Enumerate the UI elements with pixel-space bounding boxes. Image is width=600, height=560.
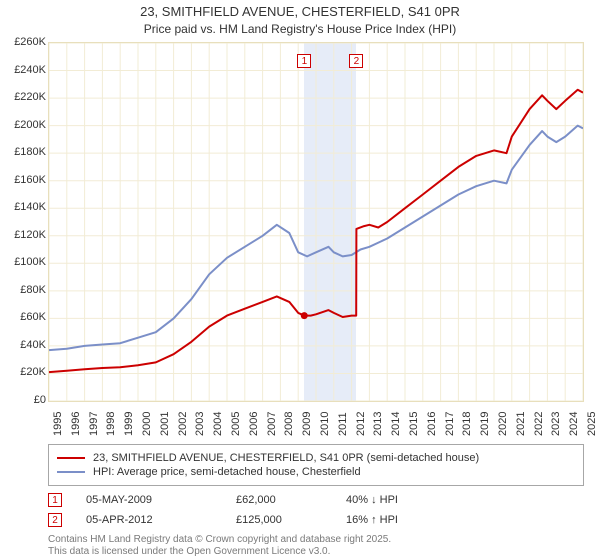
y-axis-tick: £180K: [14, 146, 46, 158]
x-axis-tick: 1997: [88, 412, 100, 436]
legend-swatch: [57, 457, 85, 459]
y-axis-tick: £260K: [14, 36, 46, 48]
x-axis-tick: 2007: [266, 412, 278, 436]
transaction-price: £125,000: [236, 514, 346, 526]
transaction-row: 1 05-MAY-2009£62,00040% ↓ HPI: [48, 490, 584, 510]
y-axis-tick: £120K: [14, 229, 46, 241]
x-axis-tick: 2005: [230, 412, 242, 436]
x-axis-tick: 2011: [337, 412, 349, 436]
x-axis-tick: 2022: [533, 412, 545, 436]
legend-item: 23, SMITHFIELD AVENUE, CHESTERFIELD, S41…: [57, 452, 575, 464]
x-axis-tick: 2003: [194, 412, 206, 436]
y-axis-tick: £20K: [20, 366, 46, 378]
y-axis-tick: £0: [34, 394, 46, 406]
data-credit: Contains HM Land Registry data © Crown c…: [48, 534, 391, 558]
transaction-date: 05-MAY-2009: [86, 494, 236, 506]
legend-item: HPI: Average price, semi-detached house,…: [57, 466, 575, 478]
x-axis-tick: 2016: [426, 412, 438, 436]
transaction-marker-1: 1: [297, 54, 311, 68]
x-axis-tick: 2024: [568, 412, 580, 436]
x-axis-tick: 2020: [497, 412, 509, 436]
x-axis-tick: 2019: [479, 412, 491, 436]
x-axis-tick: 2008: [283, 412, 295, 436]
transaction-row: 2 05-APR-2012£125,00016% ↑ HPI: [48, 510, 584, 530]
legend-label: HPI: Average price, semi-detached house,…: [93, 466, 361, 478]
transaction-marker-2: 2: [349, 54, 363, 68]
y-axis-tick: £240K: [14, 64, 46, 76]
x-axis-tick: 2014: [390, 412, 402, 436]
x-axis-tick: 2018: [461, 412, 473, 436]
x-axis-tick: 2001: [159, 412, 171, 436]
x-axis-tick: 2006: [248, 412, 260, 436]
y-axis-tick: £160K: [14, 174, 46, 186]
transaction-price: £62,000: [236, 494, 346, 506]
x-axis-tick: 2025: [586, 412, 598, 436]
credit-line-2: This data is licensed under the Open Gov…: [48, 546, 391, 558]
transaction-date: 05-APR-2012: [86, 514, 236, 526]
y-axis-tick: £60K: [20, 311, 46, 323]
y-axis-tick: £40K: [20, 339, 46, 351]
transaction-table: 1 05-MAY-2009£62,00040% ↓ HPI 2 05-APR-2012…: [48, 490, 584, 530]
credit-line-1: Contains HM Land Registry data © Crown c…: [48, 534, 391, 546]
chart-title-address: 23, SMITHFIELD AVENUE, CHESTERFIELD, S41…: [0, 4, 600, 19]
x-axis-tick: 2021: [515, 412, 527, 436]
chart-subtitle: Price paid vs. HM Land Registry's House …: [0, 22, 600, 36]
x-axis-tick: 2015: [408, 412, 420, 436]
y-axis-tick: £80K: [20, 284, 46, 296]
y-axis-tick: £140K: [14, 201, 46, 213]
x-axis-tick: 1996: [70, 412, 82, 436]
x-axis-tick: 1998: [105, 412, 117, 436]
y-axis-tick: £220K: [14, 91, 46, 103]
transaction-hpi: 16% ↑ HPI: [346, 514, 466, 526]
y-axis-tick: £100K: [14, 256, 46, 268]
x-axis-tick: 2010: [319, 412, 331, 436]
chart-container: 23, SMITHFIELD AVENUE, CHESTERFIELD, S41…: [0, 0, 600, 560]
series-svg: [49, 43, 583, 401]
plot-area: 12: [48, 42, 584, 402]
x-axis-tick: 2002: [177, 412, 189, 436]
x-axis-tick: 2000: [141, 412, 153, 436]
y-axis-tick: £200K: [14, 119, 46, 131]
legend: 23, SMITHFIELD AVENUE, CHESTERFIELD, S41…: [48, 444, 584, 486]
legend-label: 23, SMITHFIELD AVENUE, CHESTERFIELD, S41…: [93, 452, 479, 464]
transaction-hpi: 40% ↓ HPI: [346, 494, 466, 506]
x-axis-tick: 2017: [444, 412, 456, 436]
x-axis-tick: 1995: [52, 412, 64, 436]
x-axis-tick: 2009: [301, 412, 313, 436]
x-axis-tick: 2023: [550, 412, 562, 436]
x-axis-tick: 2004: [212, 412, 224, 436]
transaction-marker-icon: 1: [48, 493, 62, 507]
x-axis-tick: 2013: [372, 412, 384, 436]
transaction-marker-icon: 2: [48, 513, 62, 527]
x-axis-tick: 2012: [355, 412, 367, 436]
legend-swatch: [57, 471, 85, 473]
x-axis-tick: 1999: [123, 412, 135, 436]
